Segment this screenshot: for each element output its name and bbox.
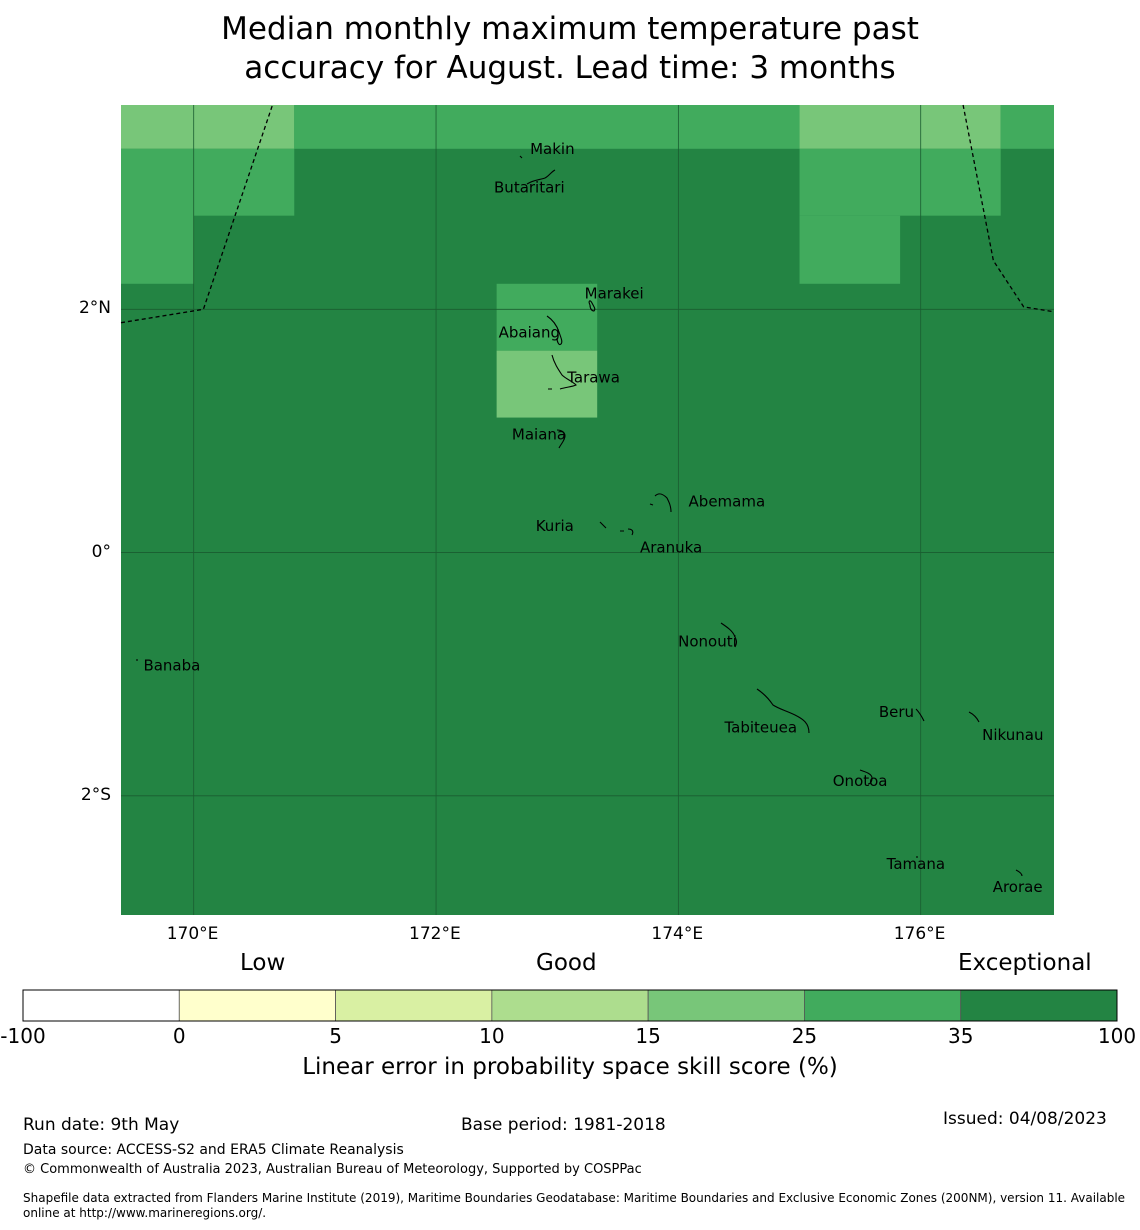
island-label: Tabiteuea bbox=[723, 719, 797, 737]
skill-cell bbox=[193, 105, 295, 149]
island-labels: Makin Butaritari Marakei Abaiang Tarawa Maian… bbox=[143, 140, 1043, 896]
island-outline bbox=[1015, 869, 1023, 877]
colorbar-title: Linear error in probability space skill … bbox=[302, 1054, 838, 1080]
island-outline bbox=[649, 493, 672, 513]
title-line-1: Median monthly maximum temperature past bbox=[221, 11, 919, 47]
colorbar-bin bbox=[804, 989, 962, 1022]
colorbar-tick-label: -100 bbox=[0, 1024, 46, 1048]
y-tick-label: 0° bbox=[91, 541, 111, 562]
colorbar-bin bbox=[647, 989, 805, 1022]
eez-boundary-line bbox=[962, 104, 1055, 313]
category-label-good: Good bbox=[536, 950, 597, 976]
skill-grid bbox=[121, 105, 1054, 915]
island-outline bbox=[519, 155, 523, 159]
shapefile-credit-line-1: Shapefile data extracted from Flanders M… bbox=[23, 1191, 1126, 1205]
island-outline bbox=[599, 521, 607, 529]
colorbar-bin bbox=[960, 989, 1118, 1022]
island-label: Banaba bbox=[143, 657, 200, 675]
colorbar-tick-label: 15 bbox=[635, 1024, 661, 1048]
island-outline bbox=[588, 300, 596, 312]
island-outlines bbox=[136, 155, 1023, 877]
issued-date: Issued: 04/08/2023 bbox=[943, 1109, 1107, 1129]
island-label: Kuria bbox=[536, 517, 574, 535]
colorbar-tick-label: 35 bbox=[947, 1024, 974, 1048]
colorbar-tick-label: 0 bbox=[172, 1024, 186, 1048]
island-label: Beru bbox=[879, 703, 914, 721]
copyright: © Commonwealth of Australia 2023, Austra… bbox=[23, 1162, 642, 1177]
graticule bbox=[121, 105, 1054, 915]
map-background-cell bbox=[121, 105, 1054, 915]
island-label: Maiana bbox=[512, 426, 566, 444]
skill-cell bbox=[121, 105, 194, 149]
skill-cell bbox=[121, 148, 194, 284]
eez-boundary-line bbox=[120, 104, 274, 324]
map-title: Median monthly maximum temperature past … bbox=[0, 10, 1140, 88]
island-outline bbox=[859, 769, 873, 785]
island-label: Marakei bbox=[585, 285, 644, 303]
island-label: Onotoa bbox=[833, 772, 888, 790]
x-tick-label: 170°E bbox=[166, 924, 219, 944]
skill-cell bbox=[193, 148, 295, 216]
colorbar bbox=[22, 989, 1118, 1022]
colorbar-outline bbox=[22, 989, 1118, 1022]
colorbar-tick-label: 100 bbox=[1097, 1024, 1137, 1048]
island-label: Abemama bbox=[689, 492, 766, 510]
skill-cell bbox=[496, 350, 598, 418]
title-line-2: accuracy for August. Lead time: 3 months bbox=[244, 50, 896, 86]
colorbar-bin bbox=[178, 989, 336, 1022]
x-tick-label: 176°E bbox=[893, 924, 946, 944]
skill-cell bbox=[294, 105, 800, 149]
colorbar-tick-label: 10 bbox=[479, 1024, 505, 1048]
category-label-low: Low bbox=[240, 950, 286, 976]
colorbar-tick-label: 5 bbox=[329, 1024, 342, 1048]
island-outline bbox=[546, 315, 563, 346]
base-period: Base period: 1981-2018 bbox=[461, 1115, 666, 1135]
x-tick-label: 172°E bbox=[409, 924, 461, 944]
colorbar-bin bbox=[335, 989, 493, 1022]
category-label-exceptional: Exceptional bbox=[958, 950, 1092, 976]
island-outline bbox=[526, 169, 556, 185]
colorbar-bin bbox=[491, 989, 649, 1022]
eez-boundaries bbox=[120, 104, 1055, 324]
island-label: Tarawa bbox=[566, 368, 620, 386]
colorbar-bin bbox=[22, 989, 180, 1022]
island-label: Nikunau bbox=[982, 726, 1043, 744]
island-outline bbox=[720, 622, 738, 648]
skill-cell bbox=[496, 283, 598, 351]
island-label: Arorae bbox=[993, 878, 1043, 896]
skill-cell bbox=[799, 215, 901, 284]
skill-cell bbox=[1000, 105, 1054, 149]
island-label: Tamana bbox=[886, 855, 945, 873]
island-label: Abaiang bbox=[499, 323, 560, 341]
island-outline bbox=[556, 429, 566, 449]
shapefile-credit-line-2: online at http://www.marineregions.org/. bbox=[23, 1206, 267, 1220]
run-date: Run date: 9th May bbox=[23, 1115, 180, 1135]
island-outline bbox=[915, 708, 925, 722]
island-label: Nonouti bbox=[678, 632, 737, 650]
island-label: Aranuka bbox=[640, 539, 702, 557]
island-outline bbox=[548, 354, 577, 390]
y-tick-label: 2°S bbox=[80, 784, 111, 805]
island-outline bbox=[620, 528, 634, 536]
island-outline bbox=[968, 711, 980, 723]
island-label: Makin bbox=[530, 140, 575, 158]
colorbar-tick-label: 25 bbox=[791, 1024, 818, 1048]
x-tick-label: 174°E bbox=[651, 924, 704, 944]
skill-cell bbox=[799, 148, 1001, 216]
map-canvas: Makin Butaritari Marakei Abaiang Tarawa Maian… bbox=[120, 104, 1055, 915]
data-source: Data source: ACCESS-S2 and ERA5 Climate … bbox=[23, 1142, 404, 1158]
y-tick-label: 2°N bbox=[78, 298, 111, 319]
island-outline bbox=[756, 688, 810, 734]
island-label: Butaritari bbox=[494, 179, 565, 197]
